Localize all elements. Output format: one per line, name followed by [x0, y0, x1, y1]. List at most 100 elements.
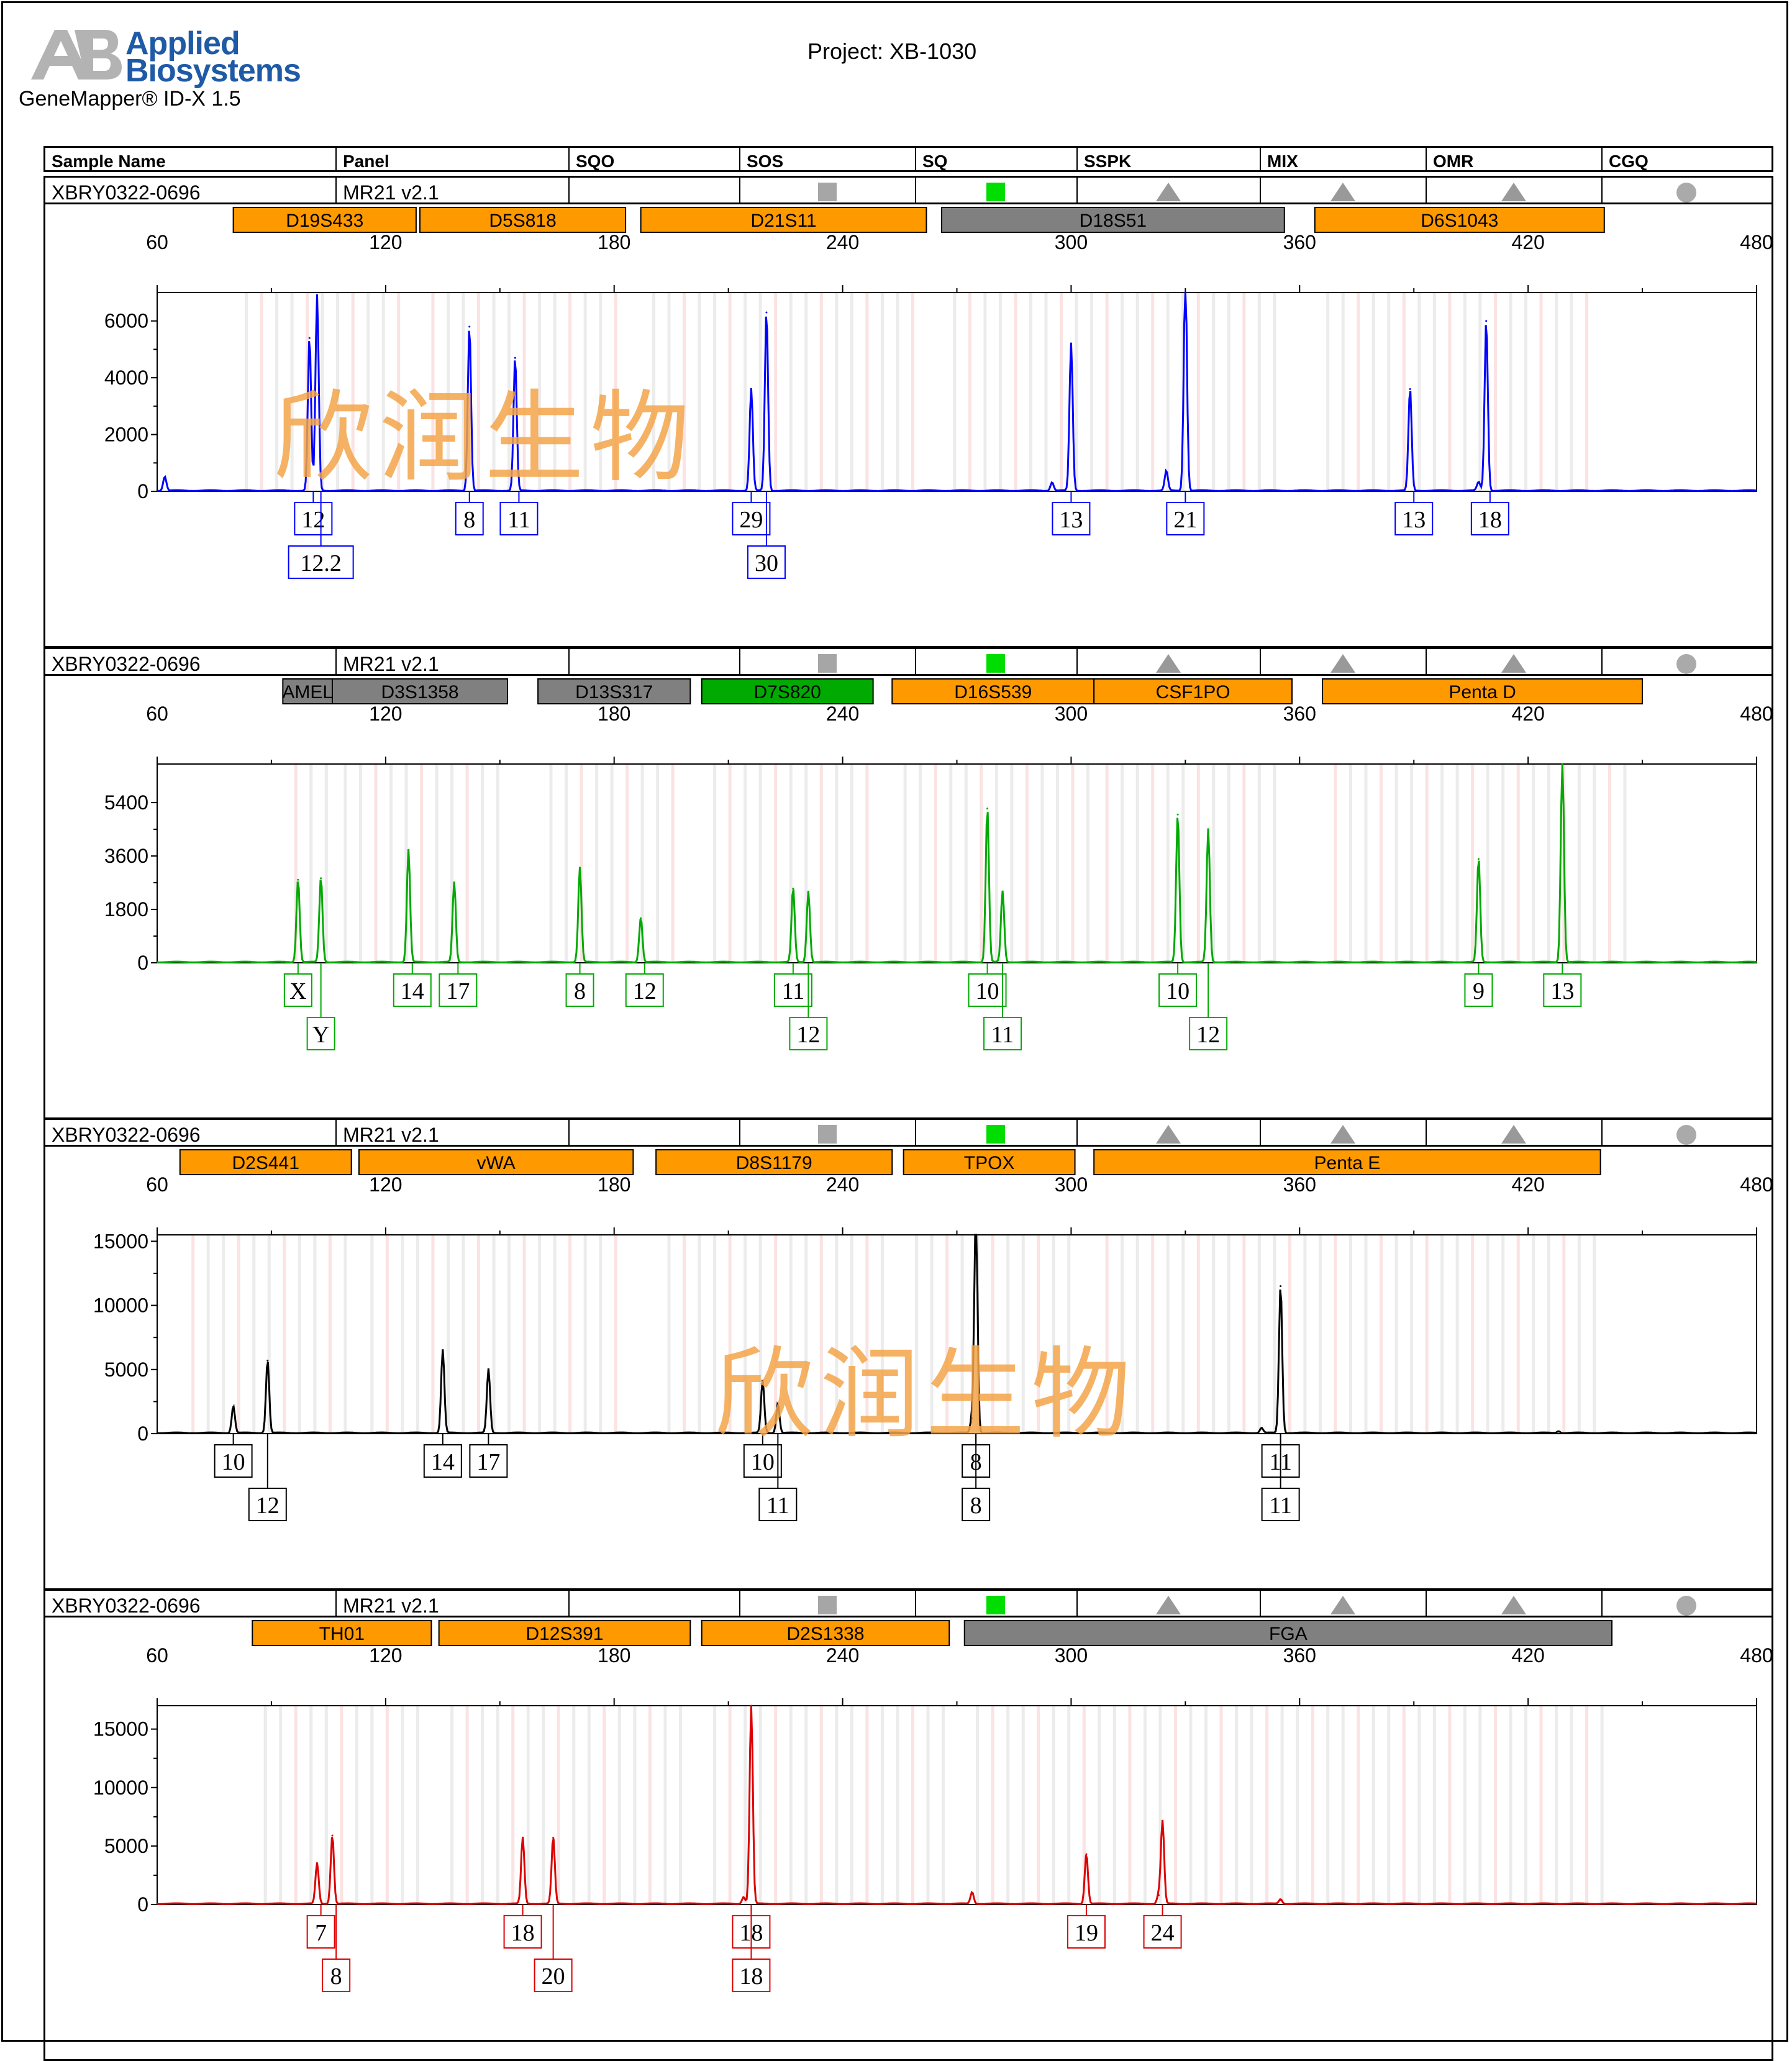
allele-bin [865, 1706, 869, 1904]
allele-label[interactable]: 10 [743, 1434, 782, 1478]
peak-point [308, 337, 311, 339]
allele-bin [420, 764, 424, 963]
allele-bin [835, 1235, 839, 1434]
locus-marker[interactable]: D13S317 [537, 678, 691, 704]
allele-bin [1135, 293, 1139, 491]
locus-marker[interactable]: AMEL [282, 678, 334, 704]
allele-label[interactable]: 18 [503, 1904, 542, 1949]
allele-label[interactable]: 7 [306, 1904, 335, 1949]
allele-bin [1555, 1706, 1558, 1904]
locus-marker[interactable]: Penta D [1322, 678, 1644, 704]
allele-label[interactable]: 24 [1143, 1904, 1182, 1949]
locus-marker[interactable]: TPOX [903, 1149, 1076, 1175]
allele-label[interactable]: X [283, 963, 312, 1007]
sample-row[interactable]: XBRY0322-0696 MR21 v2.1 [45, 649, 1772, 676]
allele-label[interactable]: 8 [455, 491, 484, 535]
allele-label[interactable]: 14 [393, 963, 432, 1007]
allele-label[interactable]: 20 [534, 1904, 573, 1992]
locus-marker[interactable]: D18S51 [940, 207, 1285, 233]
allele-label[interactable]: 19 [1067, 1904, 1106, 1949]
allele-label[interactable]: 12 [294, 491, 333, 535]
allele-bin [964, 764, 968, 963]
allele-label[interactable]: 12 [248, 1434, 287, 1521]
locus-marker[interactable]: D6S1043 [1314, 207, 1605, 233]
allele-bin [1273, 764, 1276, 963]
allele-label[interactable]: 12.2 [288, 491, 354, 579]
allele-label[interactable]: 14 [423, 1434, 462, 1478]
allele-call: 13 [1550, 978, 1574, 1004]
allele-label[interactable]: 21 [1166, 491, 1205, 535]
locus-name: Penta E [1314, 1153, 1381, 1173]
allele-label[interactable]: 18 [1470, 491, 1509, 535]
allele-bin [991, 1235, 994, 1434]
allele-label[interactable]: 10 [968, 963, 1007, 1007]
allele-label[interactable]: 8 [962, 1434, 991, 1521]
locus-marker[interactable]: D16S539 [891, 678, 1095, 704]
allele-bin [1532, 1235, 1535, 1434]
allele-label[interactable]: 11 [773, 963, 812, 1007]
allele-bin [1082, 1706, 1086, 1904]
omr-triangle-icon [1501, 183, 1526, 201]
allele-label[interactable]: 8 [322, 1904, 351, 1992]
allele-bin [595, 764, 599, 963]
allele-label[interactable]: 18 [732, 1904, 771, 1992]
locus-marker[interactable]: Penta E [1093, 1149, 1601, 1175]
quality-cell-cgq [1601, 1591, 1772, 1616]
allele-label[interactable]: 12 [789, 963, 828, 1050]
allele-bin [698, 1235, 701, 1434]
allele-bin [850, 1235, 853, 1434]
locus-marker[interactable]: D2S1338 [701, 1620, 950, 1646]
x-tick-label: 480 [1740, 703, 1772, 725]
allele-bin [1166, 1235, 1170, 1434]
allele-label[interactable]: 13 [1052, 491, 1091, 535]
allele-label[interactable]: 9 [1464, 963, 1493, 1007]
locus-marker[interactable]: CSF1PO [1093, 678, 1293, 704]
allele-label[interactable]: 10 [1158, 963, 1198, 1007]
allele-bin [1105, 764, 1109, 963]
locus-marker[interactable]: vWA [358, 1149, 634, 1175]
allele-label[interactable]: 11 [1261, 1434, 1300, 1521]
allele-label[interactable]: 17 [469, 1434, 508, 1478]
quality-cell-omr [1426, 178, 1601, 202]
allele-label[interactable]: 10 [214, 1434, 253, 1478]
allele-bin [1227, 1235, 1230, 1434]
sample-row[interactable]: XBRY0322-0696 MR21 v2.1 [45, 1591, 1772, 1617]
allele-bin [313, 1235, 317, 1434]
allele-bin [804, 293, 808, 491]
locus-marker[interactable]: D5S818 [419, 207, 627, 233]
allele-bin [583, 293, 587, 491]
quality-cell-mix [1260, 1120, 1426, 1145]
allele-label[interactable]: 8 [565, 963, 594, 1007]
locus-marker[interactable]: D3S1358 [332, 678, 509, 704]
sample-row[interactable]: XBRY0322-0696 MR21 v2.1 [45, 178, 1772, 204]
allele-bin [941, 1706, 945, 1904]
peak-point [1280, 1898, 1282, 1901]
allele-label[interactable]: 11 [983, 963, 1022, 1050]
allele-label[interactable]: 12 [1189, 963, 1228, 1050]
locus-marker[interactable]: D19S433 [232, 207, 417, 233]
locus-name: D19S433 [286, 211, 363, 231]
allele-label[interactable]: 13 [1543, 963, 1582, 1007]
allele-bin [431, 1235, 435, 1434]
sample-row[interactable]: XBRY0322-0696 MR21 v2.1 [45, 1120, 1772, 1147]
allele-label[interactable]: 12 [625, 963, 664, 1007]
allele-bin [1478, 293, 1482, 491]
plot-frame [157, 1705, 1757, 1905]
locus-marker[interactable]: D7S820 [701, 678, 874, 704]
allele-label[interactable]: 30 [747, 491, 786, 579]
allele-label[interactable]: 17 [439, 963, 478, 1007]
locus-marker[interactable]: D21S11 [640, 207, 927, 233]
locus-marker[interactable]: TH01 [252, 1620, 432, 1646]
allele-label[interactable]: 11 [758, 1434, 798, 1521]
locus-marker[interactable]: D8S1179 [655, 1149, 893, 1175]
allele-label[interactable]: 29 [732, 491, 771, 535]
allele-bin [819, 764, 823, 963]
allele-label[interactable]: 11 [499, 491, 539, 535]
locus-marker[interactable]: D2S441 [179, 1149, 352, 1175]
allele-bin [1021, 1706, 1025, 1904]
locus-marker[interactable]: D12S391 [438, 1620, 691, 1646]
allele-label[interactable]: 13 [1394, 491, 1434, 535]
locus-marker[interactable]: FGA [963, 1620, 1613, 1646]
allele-label[interactable]: Y [306, 963, 335, 1050]
